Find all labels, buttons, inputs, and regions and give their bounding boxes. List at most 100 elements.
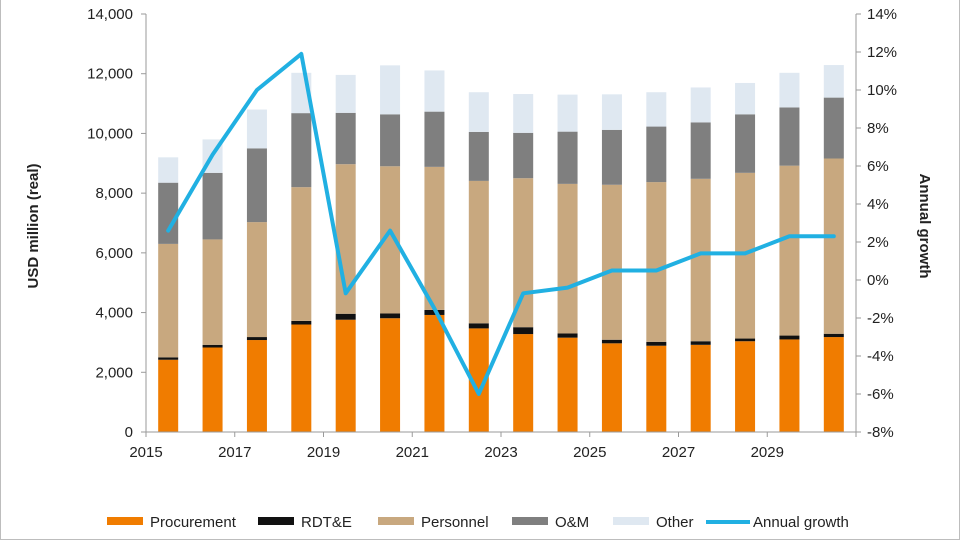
bar-rdt-e-2025 [601, 339, 622, 344]
bar-rdt-e-2030 [823, 333, 844, 338]
x-tick-label: 2023 [484, 444, 517, 461]
y2-tick-label: 2% [867, 234, 889, 251]
bar-other-2029 [779, 72, 800, 108]
y2-tick-label: 8% [867, 120, 889, 137]
bar-personnel-2017 [246, 222, 267, 338]
x-tick-label: 2025 [573, 444, 606, 461]
bar-rdt-e-2023 [513, 327, 534, 335]
bar-o-m-2022 [468, 131, 489, 181]
bar-other-2017 [246, 109, 267, 149]
legend-swatch-rdt-e [258, 517, 294, 525]
bar-o-m-2027 [690, 122, 711, 179]
bar-o-m-2020 [380, 114, 401, 167]
growth-line-layer [166, 51, 836, 396]
bar-procurement-2015 [158, 359, 179, 432]
bar-o-m-2024 [557, 131, 578, 184]
bar-other-2030 [823, 65, 844, 98]
bar-procurement-2020 [380, 318, 401, 432]
bar-personnel-2016 [202, 239, 223, 345]
bar-other-2019 [335, 74, 356, 113]
x-tick-label: 2019 [307, 444, 340, 461]
bar-rdt-e-2028 [735, 338, 756, 342]
legend-label-procurement: Procurement [150, 514, 237, 531]
bar-rdt-e-2024 [557, 333, 578, 338]
bar-other-2024 [557, 94, 578, 132]
bar-rdt-e-2022 [468, 323, 489, 329]
bar-procurement-2030 [823, 337, 844, 432]
y-axis-title: USD million (real) [25, 163, 42, 288]
bar-o-m-2019 [335, 112, 356, 165]
bar-procurement-2025 [601, 343, 622, 432]
legend-label-other: Other [656, 514, 694, 531]
y2-axis-title: Annual growth [916, 174, 933, 279]
legend-label-rdt-e: RDT&E [301, 514, 352, 531]
bar-personnel-2025 [601, 184, 622, 340]
bar-procurement-2027 [690, 344, 711, 432]
bar-personnel-2028 [735, 172, 756, 339]
y-tick-label: 6,000 [95, 245, 133, 262]
y2-tick-label: -2% [867, 310, 894, 327]
legend-label-personnel: Personnel [421, 514, 489, 531]
y2-tick-label: 6% [867, 158, 889, 175]
bar-o-m-2029 [779, 107, 800, 166]
bar-rdt-e-2017 [246, 337, 267, 341]
bar-personnel-2023 [513, 178, 534, 328]
bar-o-m-2018 [291, 113, 312, 188]
legend-swatch-o-m [512, 517, 548, 525]
bar-procurement-2023 [513, 334, 534, 432]
bar-personnel-2020 [380, 166, 401, 314]
annual-growth-line [166, 51, 836, 396]
x-tick-label: 2017 [218, 444, 251, 461]
bar-personnel-2029 [779, 165, 800, 336]
bar-o-m-2021 [424, 111, 445, 167]
bar-procurement-2016 [202, 347, 223, 432]
y2-tick-label: 10% [867, 82, 897, 99]
bar-rdt-e-2015 [158, 357, 179, 360]
bar-o-m-2023 [513, 132, 534, 179]
bar-o-m-2015 [158, 182, 179, 244]
bar-rdt-e-2027 [690, 341, 711, 345]
legend-swatch-personnel [378, 517, 414, 525]
bars-layer [158, 65, 844, 432]
bar-personnel-2024 [557, 183, 578, 334]
y2-tick-label: -4% [867, 348, 894, 365]
bar-personnel-2018 [291, 187, 312, 321]
y2-tick-label: -6% [867, 386, 894, 403]
y-tick-label: 4,000 [95, 305, 133, 322]
bar-other-2021 [424, 70, 445, 112]
legend-label-annual-growth: Annual growth [753, 514, 849, 531]
bar-personnel-2027 [690, 178, 711, 342]
bar-personnel-2021 [424, 166, 445, 310]
y2-tick-label: -8% [867, 424, 894, 441]
y-tick-label: 12,000 [87, 66, 133, 83]
bar-o-m-2016 [202, 172, 223, 240]
bar-o-m-2028 [735, 114, 756, 173]
y-tick-label: 2,000 [95, 364, 133, 381]
bar-procurement-2019 [335, 319, 356, 432]
y2-tick-label: 14% [867, 6, 897, 23]
axes-layer: 0 2,000 4,000 6,000 8,000 10,000 12,000 14,000 -… [87, 6, 897, 461]
y2-tick-label: 4% [867, 196, 889, 213]
bar-other-2020 [380, 65, 401, 115]
bar-o-m-2030 [823, 97, 844, 159]
bar-other-2027 [690, 87, 711, 123]
y-tick-label: 8,000 [95, 185, 133, 202]
bar-personnel-2030 [823, 158, 844, 334]
bar-other-2022 [468, 92, 489, 132]
bar-procurement-2022 [468, 328, 489, 432]
x-tick-label: 2021 [396, 444, 429, 461]
x-tick-label: 2029 [751, 444, 784, 461]
bar-procurement-2024 [557, 337, 578, 432]
legend-swatch-other [613, 517, 649, 525]
bar-procurement-2028 [735, 341, 756, 432]
bar-o-m-2025 [601, 129, 622, 185]
y2-tick-label: 0% [867, 272, 889, 289]
bar-other-2028 [735, 82, 756, 115]
legend-swatch-procurement [107, 517, 143, 525]
bar-rdt-e-2018 [291, 320, 312, 325]
legend-label-o-m: O&M [555, 514, 589, 531]
bar-personnel-2015 [158, 243, 179, 358]
x-tick-label: 2015 [129, 444, 162, 461]
